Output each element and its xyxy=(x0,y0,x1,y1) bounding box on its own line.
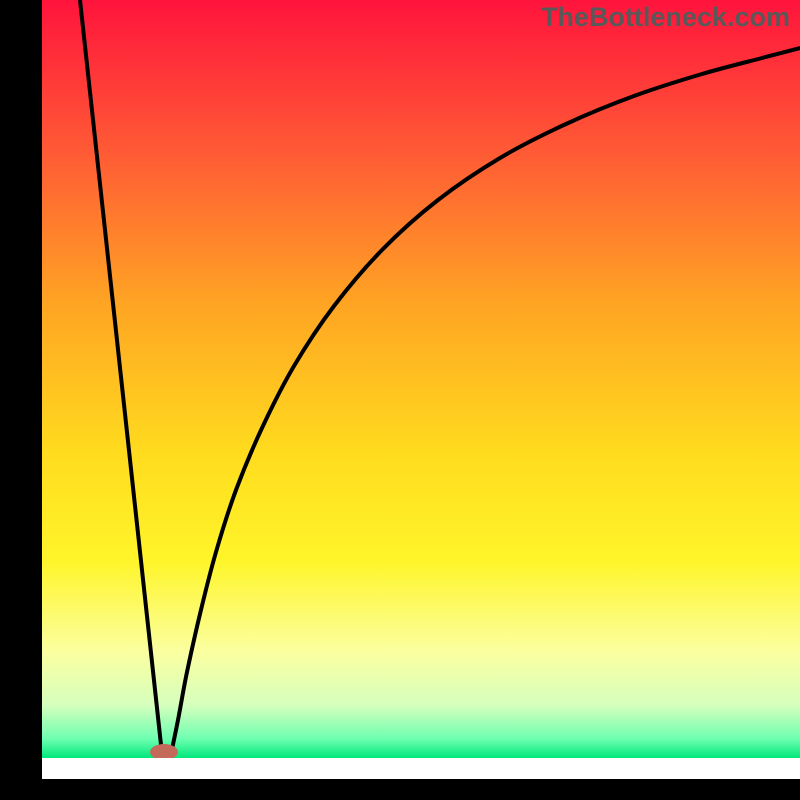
bottleneck-curve xyxy=(42,0,800,758)
chart-container: TheBottleneck.com xyxy=(0,0,800,800)
curve-left-branch xyxy=(80,0,162,754)
curve-right-branch xyxy=(171,48,800,754)
plot-area xyxy=(42,0,800,758)
watermark-text: TheBottleneck.com xyxy=(541,2,790,33)
